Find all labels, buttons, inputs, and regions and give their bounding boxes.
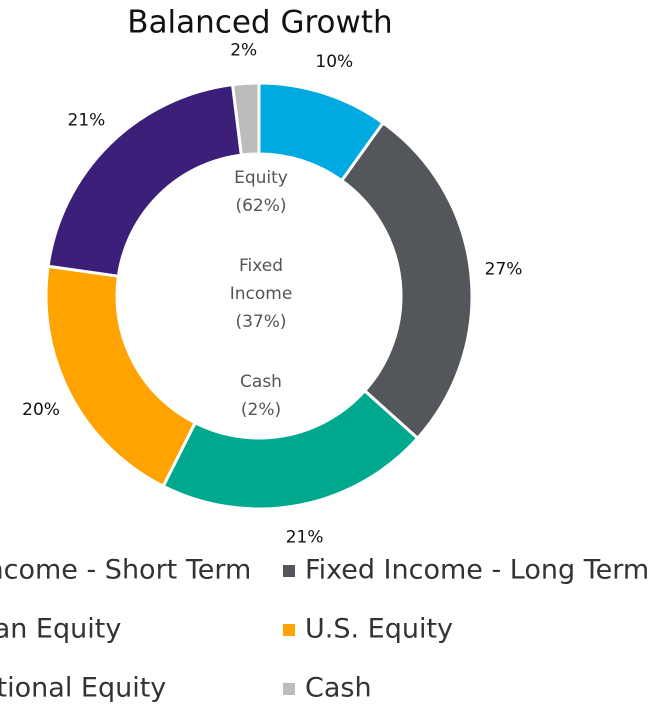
data-label: 21% (286, 528, 324, 548)
legend-label: Canadian Equity (0, 614, 121, 645)
data-label: 27% (485, 259, 523, 279)
legend-label: Fixed Income - Long Term (305, 555, 649, 586)
legend-label: U.S. Equity (305, 614, 453, 645)
data-label: 21% (68, 111, 106, 131)
data-label: 10% (315, 52, 353, 72)
legend-label: International Equity (0, 673, 166, 704)
legend-label: Cash (305, 673, 372, 704)
center-label: (62%) (235, 196, 286, 216)
center-label: Fixed (239, 256, 283, 276)
data-label: 20% (22, 400, 60, 420)
chart-title: Balanced Growth (127, 5, 392, 41)
legend-label: Fixed Income - Short Term (0, 555, 251, 586)
slice (44, 264, 198, 489)
legend-swatch (283, 624, 295, 636)
slice (161, 388, 420, 511)
center-label: Cash (240, 372, 282, 392)
slice (339, 120, 474, 441)
slice (230, 81, 261, 157)
legend-swatch (283, 683, 295, 695)
center-label: (2%) (241, 400, 281, 420)
center-label: Income (230, 284, 293, 304)
legend-swatch (283, 565, 295, 577)
center-label: Equity (234, 168, 288, 188)
center-label: (37%) (235, 312, 286, 332)
data-label: 2% (230, 40, 257, 60)
